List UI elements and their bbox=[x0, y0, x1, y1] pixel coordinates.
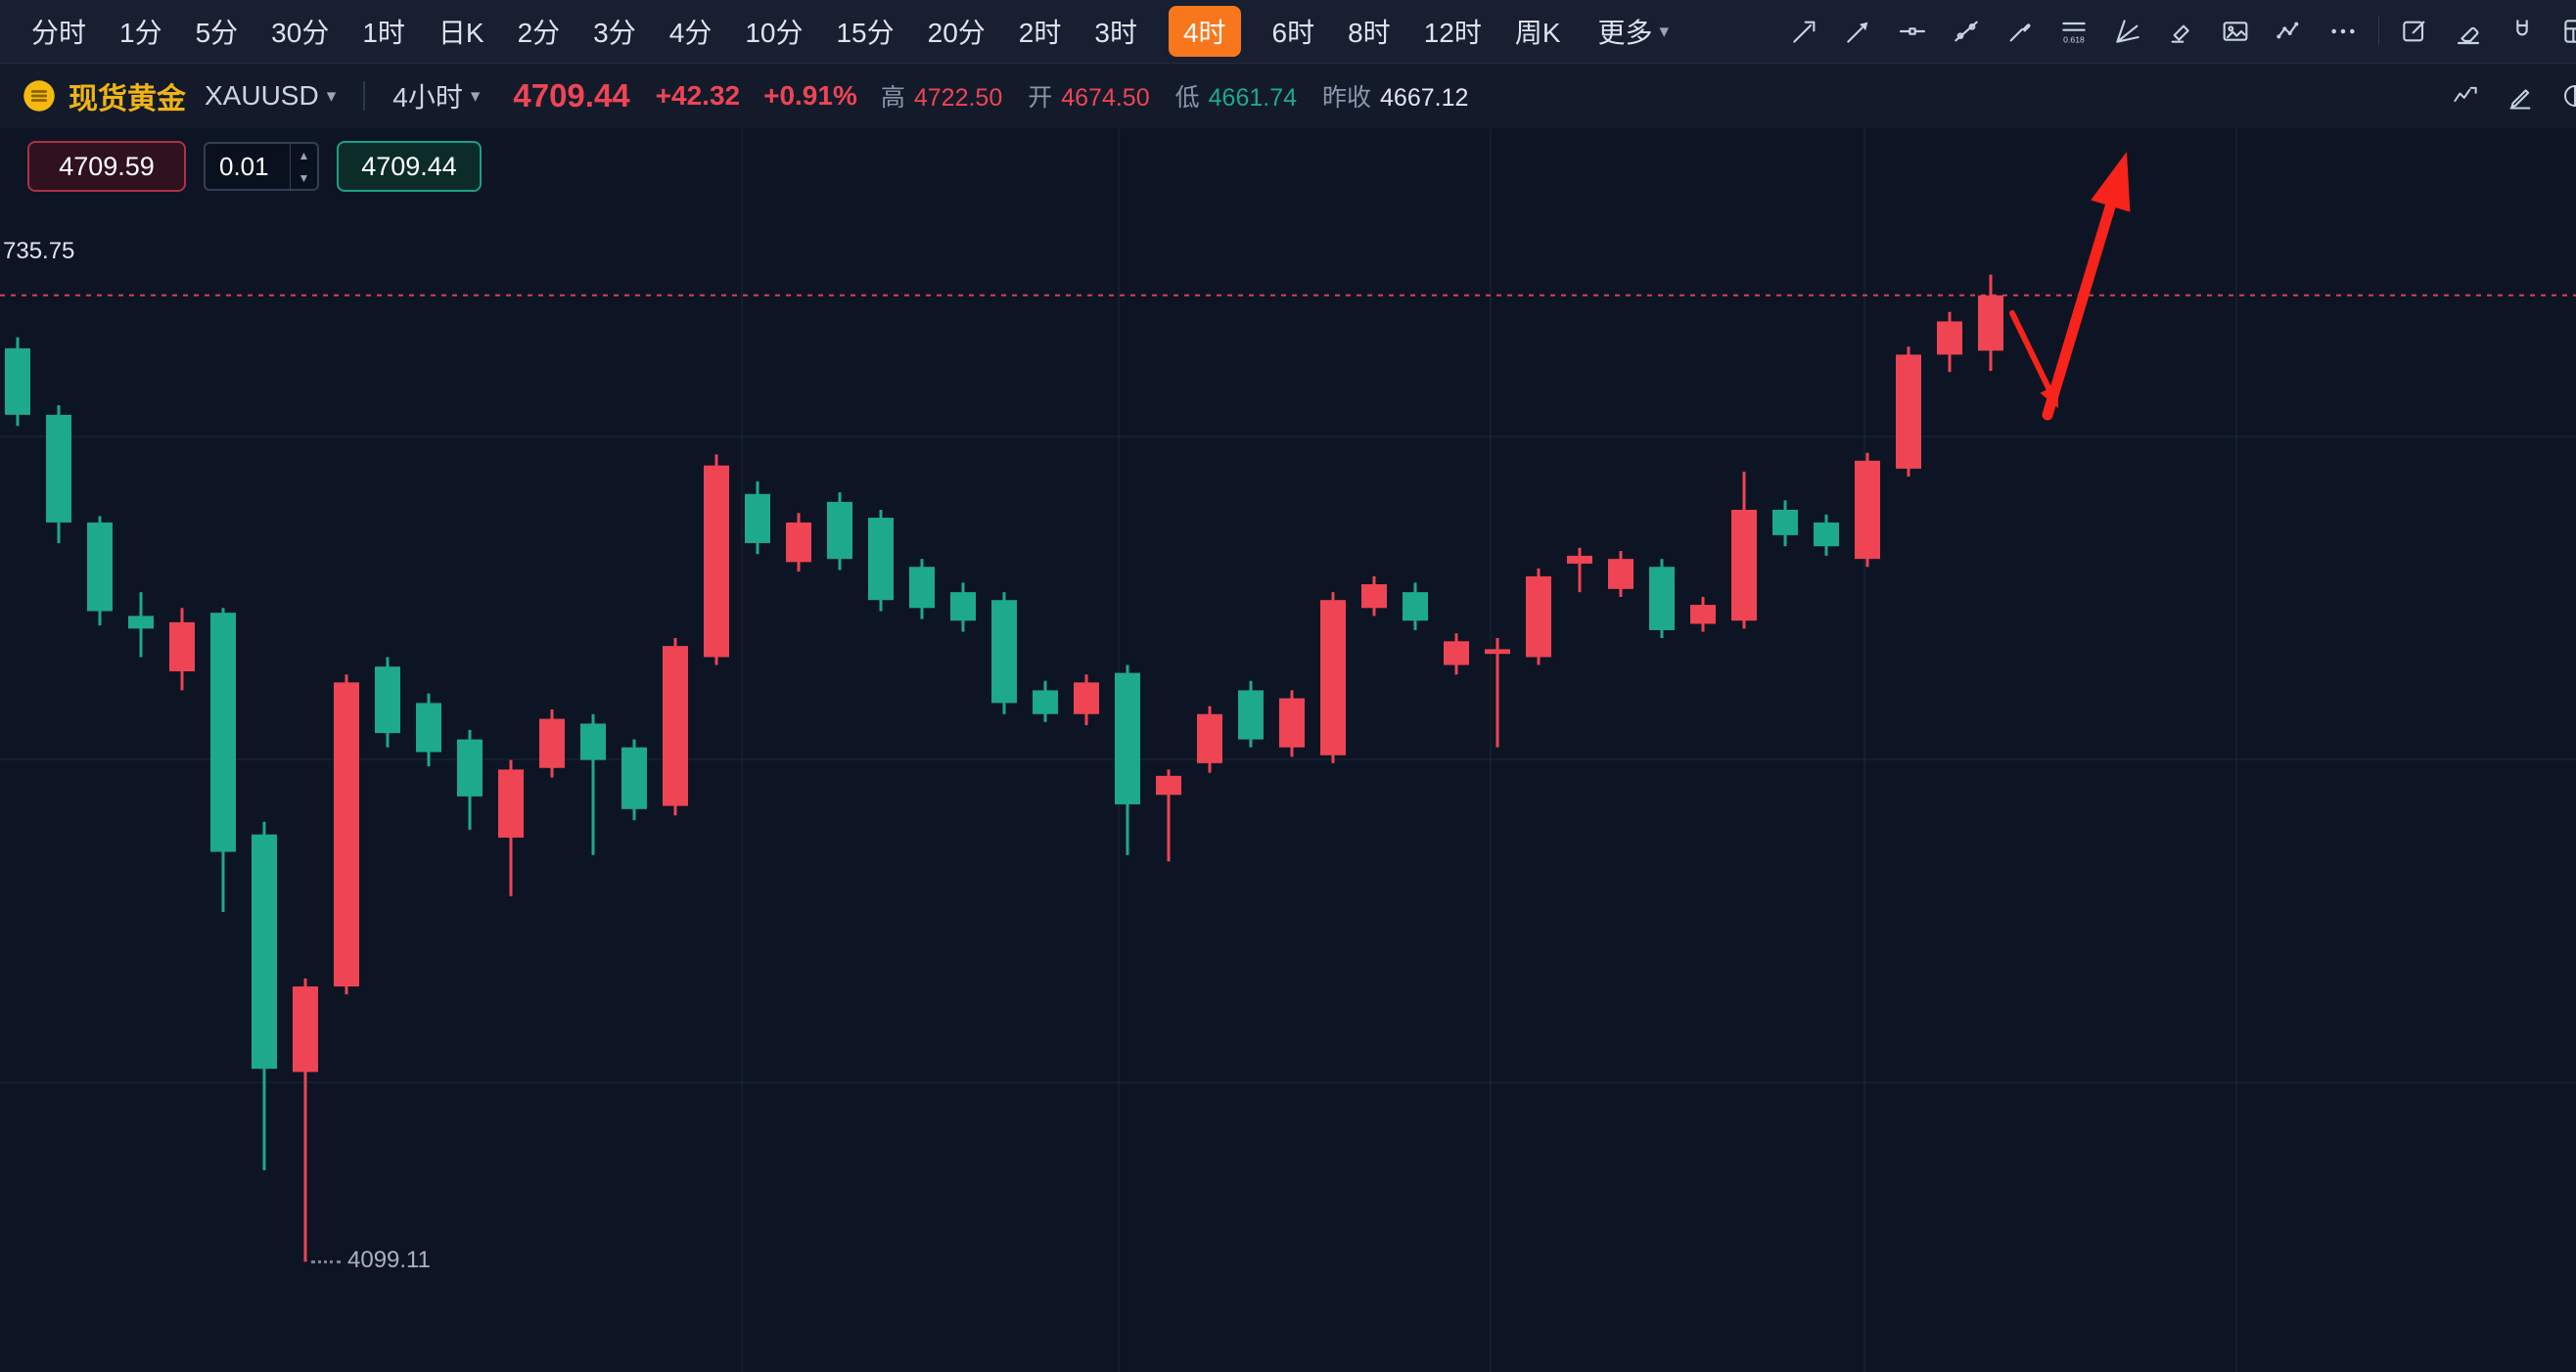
high-label: 高 bbox=[880, 84, 905, 112]
trend-line-icon[interactable] bbox=[1789, 16, 1820, 47]
marker-icon[interactable] bbox=[2166, 16, 2197, 47]
high-stat: 高 4722.50 bbox=[881, 78, 1002, 114]
indicator-icon[interactable] bbox=[2451, 81, 2480, 111]
interval-selector[interactable]: 4小时 ▾ bbox=[387, 75, 485, 116]
image-icon[interactable] bbox=[2220, 16, 2251, 47]
more-timeframes-button[interactable]: 更多 ▾ bbox=[1592, 11, 1676, 52]
chart-action-toolbar bbox=[2451, 81, 2576, 111]
open-label: 开 bbox=[1028, 84, 1053, 112]
timeframe-周K[interactable]: 周K bbox=[1513, 8, 1563, 55]
horizontal-line-icon[interactable] bbox=[1897, 16, 1928, 47]
utility-toolbar bbox=[2399, 16, 2576, 47]
timeframe-1时[interactable]: 1时 bbox=[360, 8, 407, 55]
magnet-icon[interactable] bbox=[2507, 16, 2538, 47]
arrow-line-icon[interactable] bbox=[1843, 16, 1874, 47]
timeframe-1分[interactable]: 1分 bbox=[117, 8, 164, 55]
price-change-percent: +0.91% bbox=[763, 80, 857, 111]
stepper-controls: ▲ ▼ bbox=[290, 144, 317, 189]
timeframe-日K[interactable]: 日K bbox=[437, 8, 486, 55]
chart-area[interactable]: 735.75 4099.11 4709.59 0.01 ▲ ▼ 4709.44 bbox=[0, 128, 2576, 1372]
chevron-down-icon: ▾ bbox=[326, 85, 337, 107]
polyline-chart-icon[interactable] bbox=[2274, 16, 2305, 47]
timeframe-4时[interactable]: 4时 bbox=[1168, 6, 1241, 57]
leader-dots bbox=[311, 1260, 341, 1264]
order-panel: 4709.59 0.01 ▲ ▼ 4709.44 bbox=[27, 141, 482, 192]
svg-text:0.618: 0.618 bbox=[2063, 34, 2085, 44]
open-stat: 开 4674.50 bbox=[1028, 78, 1149, 114]
chevron-down-icon: ▾ bbox=[470, 85, 481, 107]
panel-icon[interactable] bbox=[2560, 81, 2576, 111]
note-edit-icon[interactable] bbox=[2399, 16, 2430, 47]
quantity-increase-button[interactable]: ▲ bbox=[291, 144, 317, 166]
candlestick-chart[interactable] bbox=[0, 128, 2576, 1372]
low-price-text: 4099.11 bbox=[347, 1247, 431, 1274]
trend-channel-icon[interactable] bbox=[1951, 16, 1982, 47]
symbol-name: 现货黄金 bbox=[69, 83, 186, 115]
timeframe-20分[interactable]: 20分 bbox=[926, 8, 988, 55]
sell-button[interactable]: 4709.59 bbox=[27, 141, 186, 192]
more-icon[interactable] bbox=[2327, 16, 2359, 47]
toolbar-divider bbox=[2378, 17, 2379, 46]
timeframe-10分[interactable]: 10分 bbox=[743, 8, 805, 55]
prev-close-label: 昨收 bbox=[1322, 84, 1372, 112]
symbol-selector[interactable]: XAUUSD ▾ bbox=[199, 79, 342, 113]
quantity-decrease-button[interactable]: ▼ bbox=[291, 166, 317, 189]
chevron-down-icon: ▾ bbox=[1659, 21, 1670, 42]
timeframe-2时[interactable]: 2时 bbox=[1017, 8, 1064, 55]
timeframe-12时[interactable]: 12时 bbox=[1422, 8, 1484, 55]
timeframe-2分[interactable]: 2分 bbox=[516, 8, 563, 55]
brush-icon[interactable] bbox=[2004, 16, 2036, 47]
low-label: 低 bbox=[1174, 84, 1200, 112]
top-toolbar: 分时 1分 5分 30分 1时 日K 2分 3分 4分 10分 15分 20分 2时 3时 4时 6时 8时 12… bbox=[0, 0, 2576, 64]
last-price: 4709.44 bbox=[513, 77, 630, 114]
edit-pencil-icon[interactable] bbox=[2506, 81, 2535, 111]
price-level-label: 735.75 bbox=[3, 238, 75, 265]
quantity-value: 0.01 bbox=[219, 151, 269, 181]
high-value: 4722.50 bbox=[913, 84, 1003, 112]
more-label: 更多 bbox=[1597, 18, 1653, 48]
timeframe-3时[interactable]: 3时 bbox=[1092, 8, 1139, 55]
timeframe-30分[interactable]: 30分 bbox=[269, 8, 331, 55]
drawn-arrow-annotations[interactable] bbox=[2009, 152, 2131, 421]
symbol-info-bar: 现货黄金 XAUUSD ▾ 4小时 ▾ 4709.44 +42.32 +0.91… bbox=[0, 64, 2576, 128]
timeframe-list: 分时 1分 5分 30分 1时 日K 2分 3分 4分 10分 15分 20分 2时 3时 4时 6时 8时 12… bbox=[29, 6, 1563, 57]
low-value: 4661.74 bbox=[1208, 84, 1298, 112]
quantity-stepper[interactable]: 0.01 ▲ ▼ bbox=[204, 142, 319, 191]
symbol-code: XAUUSD bbox=[205, 80, 319, 111]
timeframe-4分[interactable]: 4分 bbox=[667, 8, 714, 55]
fib-retracement-icon[interactable]: 0.618 bbox=[2058, 16, 2090, 47]
timeframe-3分[interactable]: 3分 bbox=[591, 8, 638, 55]
timeframe-6时[interactable]: 6时 bbox=[1270, 8, 1317, 55]
eraser-icon[interactable] bbox=[2453, 16, 2484, 47]
timeframe-分时[interactable]: 分时 bbox=[29, 8, 88, 55]
prev-close-value: 4667.12 bbox=[1380, 84, 1469, 112]
prev-close-stat: 昨收 4667.12 bbox=[1322, 78, 1468, 114]
price-change: +42.32 bbox=[655, 80, 741, 111]
gann-fan-icon[interactable] bbox=[2112, 16, 2143, 47]
low-stat: 低 4661.74 bbox=[1175, 78, 1297, 114]
vertical-separator bbox=[363, 81, 366, 111]
gold-coin-icon bbox=[22, 78, 57, 114]
timeframe-15分[interactable]: 15分 bbox=[834, 8, 896, 55]
buy-button[interactable]: 4709.44 bbox=[337, 141, 482, 192]
timeframe-5分[interactable]: 5分 bbox=[194, 8, 241, 55]
timeframe-8时[interactable]: 8时 bbox=[1346, 8, 1393, 55]
interval-label: 4小时 bbox=[392, 82, 463, 113]
low-price-label: 4099.11 bbox=[311, 1247, 431, 1274]
drawing-toolbar: 0.618 bbox=[1789, 16, 2359, 47]
layers-icon[interactable] bbox=[2560, 16, 2576, 47]
open-value: 4674.50 bbox=[1061, 84, 1150, 112]
